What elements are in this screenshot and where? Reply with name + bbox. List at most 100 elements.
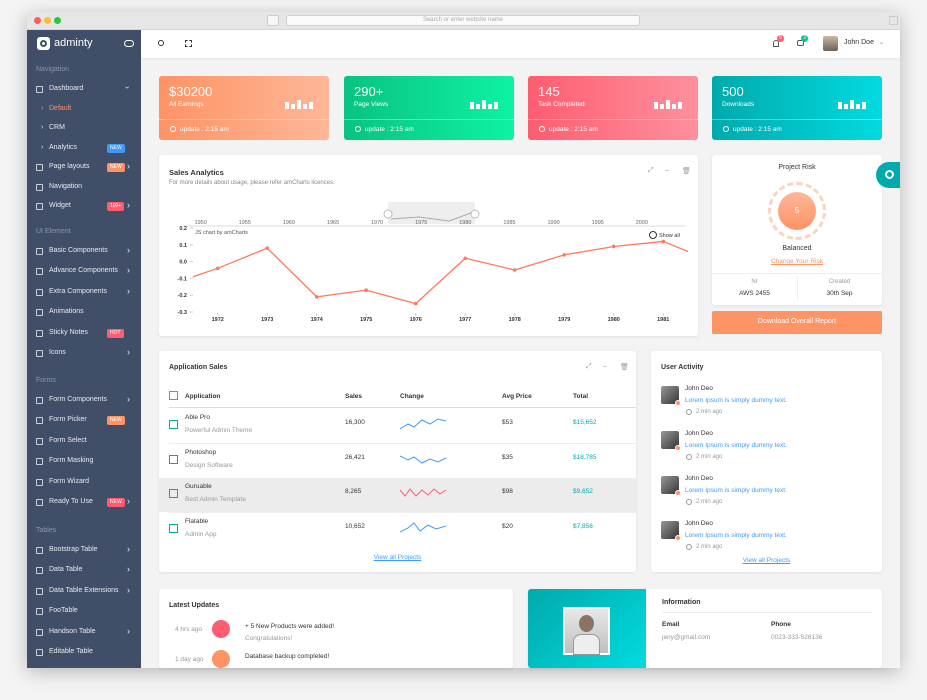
scroll-tick-label: 1980 — [459, 220, 471, 226]
column-header: Total — [573, 393, 589, 400]
menu-item[interactable]: Bootstrap Table › — [27, 543, 141, 559]
search-icon[interactable] — [158, 40, 164, 46]
bell-icon[interactable] — [773, 40, 779, 47]
checkbox[interactable] — [169, 489, 178, 498]
checkbox[interactable] — [169, 391, 178, 400]
menu-item[interactable]: Form Masking — [27, 454, 141, 470]
fullscreen-icon[interactable] — [185, 40, 192, 47]
section-title: Forms — [36, 377, 56, 384]
sub-arrow: › — [41, 104, 44, 112]
checkbox[interactable] — [169, 524, 178, 533]
stat-card: 290+ Page Views update : 2:15 am — [344, 76, 514, 140]
risk-link[interactable]: Change Your Risk — [770, 258, 824, 265]
menu-item[interactable]: › Default — [27, 102, 141, 118]
sparkline — [400, 488, 447, 497]
card-tool[interactable]: – — [665, 167, 669, 174]
menu-icon — [36, 164, 43, 171]
clock-icon — [686, 409, 692, 415]
menu-item[interactable]: Widget 100+ › — [27, 199, 141, 215]
update-text: Database backup completed! — [245, 653, 330, 660]
tab-button[interactable] — [267, 15, 279, 26]
line-point — [314, 295, 319, 299]
app-avg-price: $98 — [502, 488, 513, 495]
line-point — [512, 268, 517, 272]
stat-card: $30200 All Earnings update : 2:15 am — [159, 76, 329, 140]
x-tick-label: 1980 — [608, 317, 620, 323]
stat-icon-bar — [494, 102, 498, 109]
message-icon[interactable] — [797, 40, 804, 46]
card-tool[interactable]: ⤢ — [648, 167, 654, 174]
menu-item[interactable]: Basic Components › — [27, 244, 141, 260]
browser-toolbar: Search or enter website name — [27, 12, 900, 30]
menu-item[interactable]: Form Components › — [27, 393, 141, 409]
risk-divider — [712, 273, 882, 274]
stat-icon-bar — [309, 102, 313, 109]
menu-label: Extra Components — [49, 287, 107, 295]
menu-item[interactable]: › CRM — [27, 121, 141, 137]
menu-icon — [36, 183, 43, 191]
y-tick-label: -0.1 — [178, 276, 187, 282]
menu-item[interactable]: Form Picker NEW — [27, 413, 141, 429]
section-title: Tables — [36, 527, 57, 534]
phone-value: 0023-333-526136 — [771, 634, 823, 641]
new-tab[interactable] — [889, 16, 898, 25]
download-button[interactable]: Download Overall Report — [712, 311, 882, 334]
card-tool[interactable]: ⤢ — [586, 363, 592, 370]
row-highlight — [159, 478, 636, 512]
submenu-arrow: › — [127, 496, 130, 506]
sparkline — [400, 418, 447, 430]
address-bar[interactable]: Search or enter website name — [286, 15, 640, 26]
reset-zoom[interactable]: Show all — [659, 233, 680, 239]
menu-item[interactable]: Handson Table › — [27, 625, 141, 641]
column-header: Change — [400, 393, 424, 400]
menu-icon — [36, 329, 43, 337]
menu-item[interactable]: Data Table Extensions › — [27, 584, 141, 600]
activity-status — [675, 490, 681, 496]
view-all-link[interactable]: View all Projects — [373, 554, 422, 561]
menu-item[interactable]: › Analytics NEW — [27, 141, 141, 157]
checkbox[interactable] — [169, 420, 178, 429]
menu-item[interactable]: FooTable — [27, 604, 141, 620]
menu-item[interactable]: Icons › — [27, 346, 141, 362]
menu-item[interactable]: Data Table › — [27, 563, 141, 579]
menu-icon — [36, 458, 43, 466]
clock-icon — [539, 126, 545, 132]
card-tool[interactable]: 🗑 — [620, 364, 629, 371]
checkbox[interactable] — [169, 455, 178, 464]
y-tick-label: 0.2 — [179, 226, 187, 232]
menu-item[interactable]: Page layouts NEW › — [27, 160, 141, 176]
menu-item[interactable]: Navigation — [27, 180, 141, 196]
app-desc: Admin App — [185, 531, 217, 538]
menu-item[interactable]: Extra Components › — [27, 285, 141, 301]
activity-name: John Deo — [685, 430, 713, 437]
menu-item[interactable]: Sticky Notes HOT — [27, 326, 141, 342]
menu-icon — [36, 628, 43, 636]
user-avatar[interactable] — [823, 36, 838, 51]
menu-label: Analytics — [49, 143, 78, 151]
menu-icon — [36, 248, 43, 255]
window-button[interactable] — [44, 17, 51, 24]
email-label: Email — [662, 621, 680, 628]
menu-item[interactable]: Editable Table — [27, 645, 141, 661]
sidebar-toggle[interactable] — [124, 40, 134, 47]
column-header: Sales — [345, 393, 362, 400]
view-all-link[interactable]: View all Projects — [742, 557, 791, 564]
card-tool[interactable]: – — [603, 363, 607, 370]
menu-icon — [36, 437, 43, 445]
menu-item[interactable]: Form Wizard — [27, 475, 141, 491]
menu-item[interactable]: Animations — [27, 305, 141, 321]
menu-item[interactable]: Dashboard › — [27, 82, 141, 98]
email-value: jeny@gmail.com — [662, 634, 711, 641]
menu-item[interactable]: Form Select — [27, 434, 141, 450]
window-button[interactable] — [54, 17, 61, 24]
window-button[interactable] — [34, 17, 41, 24]
menu-label: Advance Components — [49, 267, 118, 275]
x-tick-label: 1979 — [558, 317, 570, 323]
card-tool[interactable]: 🗑 — [682, 168, 691, 175]
menu-item[interactable]: Ready To Use NEW › — [27, 495, 141, 511]
update-time: 4 hrs ago — [175, 626, 203, 633]
expand-arrow: › — [122, 86, 132, 89]
menu-item[interactable]: Advance Components › — [27, 264, 141, 280]
user-name[interactable]: John Doe — [844, 39, 874, 46]
